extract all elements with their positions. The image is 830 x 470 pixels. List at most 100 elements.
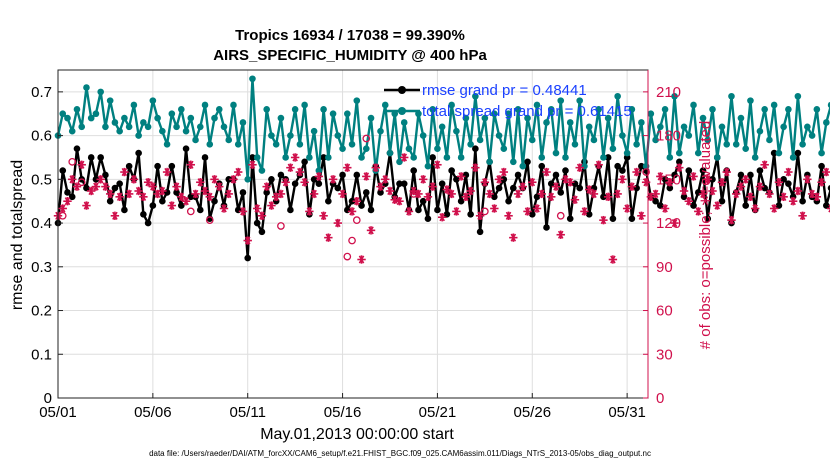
- total-spread-point: [732, 141, 740, 148]
- total-spread-point: [472, 92, 479, 100]
- rmse-point: [661, 176, 669, 183]
- rmse-point: [268, 176, 275, 183]
- rmse-point: [491, 193, 498, 201]
- rmse-point: [823, 202, 830, 209]
- total-spread-point: [552, 149, 560, 157]
- total-spread-point: [291, 106, 299, 113]
- total-spread-point: [562, 154, 569, 161]
- total-spread-point: [396, 158, 403, 166]
- rmse-point: [566, 215, 574, 222]
- total-spread-point: [225, 136, 233, 144]
- rmse-point: [775, 202, 783, 209]
- total-spread-point: [576, 97, 584, 104]
- y-right-tick-label: 210: [656, 84, 681, 101]
- rmse-point: [609, 215, 617, 222]
- total-spread-point: [405, 145, 413, 153]
- obs-evaluated-point: [513, 189, 523, 199]
- y-axis-label-left: rmse and totalspread: [9, 159, 26, 311]
- rmse-point: [135, 149, 142, 157]
- obs-possible-point: [186, 207, 195, 216]
- total-spread-point: [547, 106, 555, 113]
- rmse-point: [818, 162, 825, 170]
- total-spread-point: [619, 132, 626, 139]
- obs-evaluated-point: [72, 182, 82, 191]
- rmse-point: [348, 197, 356, 205]
- total-spread-point: [514, 106, 522, 113]
- rmse-point: [718, 197, 726, 205]
- total-spread-point: [121, 114, 128, 122]
- total-spread-point: [566, 119, 574, 126]
- rmse-point: [83, 184, 90, 192]
- x-tick-label: 05/26: [514, 404, 552, 421]
- rmse-point: [125, 162, 133, 170]
- total-spread-point: [486, 158, 493, 166]
- total-spread-point: [813, 106, 821, 113]
- rmse-point: [600, 193, 607, 201]
- total-spread-point: [510, 158, 517, 166]
- total-spread-point: [182, 127, 190, 135]
- obs-possible-point: [77, 178, 86, 187]
- obs-evaluated-point: [523, 207, 532, 216]
- y-right-tick-label: 60: [656, 303, 673, 320]
- total-spread-point: [827, 101, 830, 109]
- obs-evaluated-point: [504, 211, 513, 220]
- total-spread-point: [751, 154, 759, 161]
- obs-evaluated-point: [300, 178, 309, 187]
- obs-evaluated-point: [584, 185, 594, 194]
- rmse-point: [633, 184, 640, 192]
- obs-evaluated-point: [205, 192, 214, 202]
- obs-evaluated-point: [722, 167, 731, 177]
- obs-evaluated-point: [765, 189, 774, 199]
- rmse-point: [429, 154, 436, 161]
- obs-evaluated-point: [423, 192, 433, 202]
- obs-evaluated-point: [357, 255, 366, 264]
- obs-evaluated-point: [632, 167, 641, 177]
- obs-evaluated-point: [589, 189, 599, 199]
- obs-evaluated-point: [366, 226, 376, 235]
- total-spread-point: [775, 149, 783, 157]
- rmse-point: [396, 180, 403, 188]
- total-spread-point: [823, 119, 830, 126]
- obs-possible-point: [409, 190, 418, 198]
- rmse-point: [476, 228, 484, 236]
- total-spread-point: [178, 106, 185, 113]
- rmse-point: [770, 149, 778, 157]
- obs-evaluated-point: [229, 175, 238, 184]
- total-spread-point: [215, 106, 223, 113]
- total-spread-point: [410, 154, 418, 161]
- total-spread-point: [453, 127, 460, 135]
- obs-evaluated-point: [480, 178, 490, 187]
- obs-evaluated-point: [660, 204, 670, 213]
- total-spread-point: [704, 136, 712, 144]
- rmse-point: [116, 180, 123, 188]
- total-spread-point: [253, 154, 261, 161]
- y-right-tick-label: 0: [656, 390, 664, 407]
- total-spread-point: [211, 114, 218, 122]
- obs-evaluated-point: [224, 189, 233, 199]
- obs-evaluated-point: [129, 175, 139, 184]
- obs-evaluated-point: [509, 233, 518, 242]
- obs-evaluated-point: [708, 186, 717, 196]
- total-spread-point: [381, 101, 389, 109]
- rmse-point: [106, 197, 114, 205]
- obs-evaluated-point: [437, 213, 447, 222]
- total-spread-point: [97, 88, 104, 96]
- obs-evaluated-point: [181, 197, 191, 206]
- total-spread-point: [761, 106, 768, 113]
- total-spread-point: [168, 110, 176, 118]
- obs-evaluated-point: [456, 172, 466, 181]
- obs-evaluated-point: [627, 182, 637, 191]
- obs-evaluated-point: [385, 186, 395, 196]
- obs-evaluated-point: [428, 182, 437, 191]
- rmse-point: [685, 167, 693, 174]
- total-spread-point: [609, 145, 617, 153]
- rmse-point: [287, 206, 294, 214]
- obs-evaluated-point: [551, 182, 561, 191]
- total-spread-point: [434, 145, 441, 153]
- total-spread-point: [106, 97, 114, 104]
- rmse-point: [737, 171, 745, 179]
- obs-evaluated-point: [537, 189, 546, 199]
- total-spread-point: [604, 114, 612, 122]
- obs-evaluated-point: [613, 189, 622, 199]
- obs-evaluated-point: [101, 182, 110, 191]
